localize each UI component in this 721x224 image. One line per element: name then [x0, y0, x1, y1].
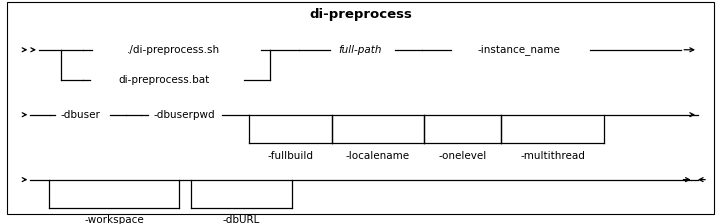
Text: -workspace: -workspace — [84, 215, 143, 224]
Text: -fullbuild: -fullbuild — [267, 151, 313, 161]
Text: -dbURL: -dbURL — [223, 215, 260, 224]
Text: ./di-preprocess.sh: ./di-preprocess.sh — [126, 45, 220, 55]
Text: -instance_name: -instance_name — [478, 44, 560, 55]
Text: -onelevel: -onelevel — [438, 151, 487, 161]
Text: di-preprocess.bat: di-preprocess.bat — [119, 75, 210, 85]
Text: -localename: -localename — [346, 151, 410, 161]
Text: -multithread: -multithread — [521, 151, 585, 161]
Text: di-preprocess: di-preprocess — [309, 8, 412, 21]
Text: -dbuserpwd: -dbuserpwd — [153, 110, 215, 120]
Text: -dbuser: -dbuser — [61, 110, 101, 120]
Text: full-path: full-path — [339, 45, 382, 55]
